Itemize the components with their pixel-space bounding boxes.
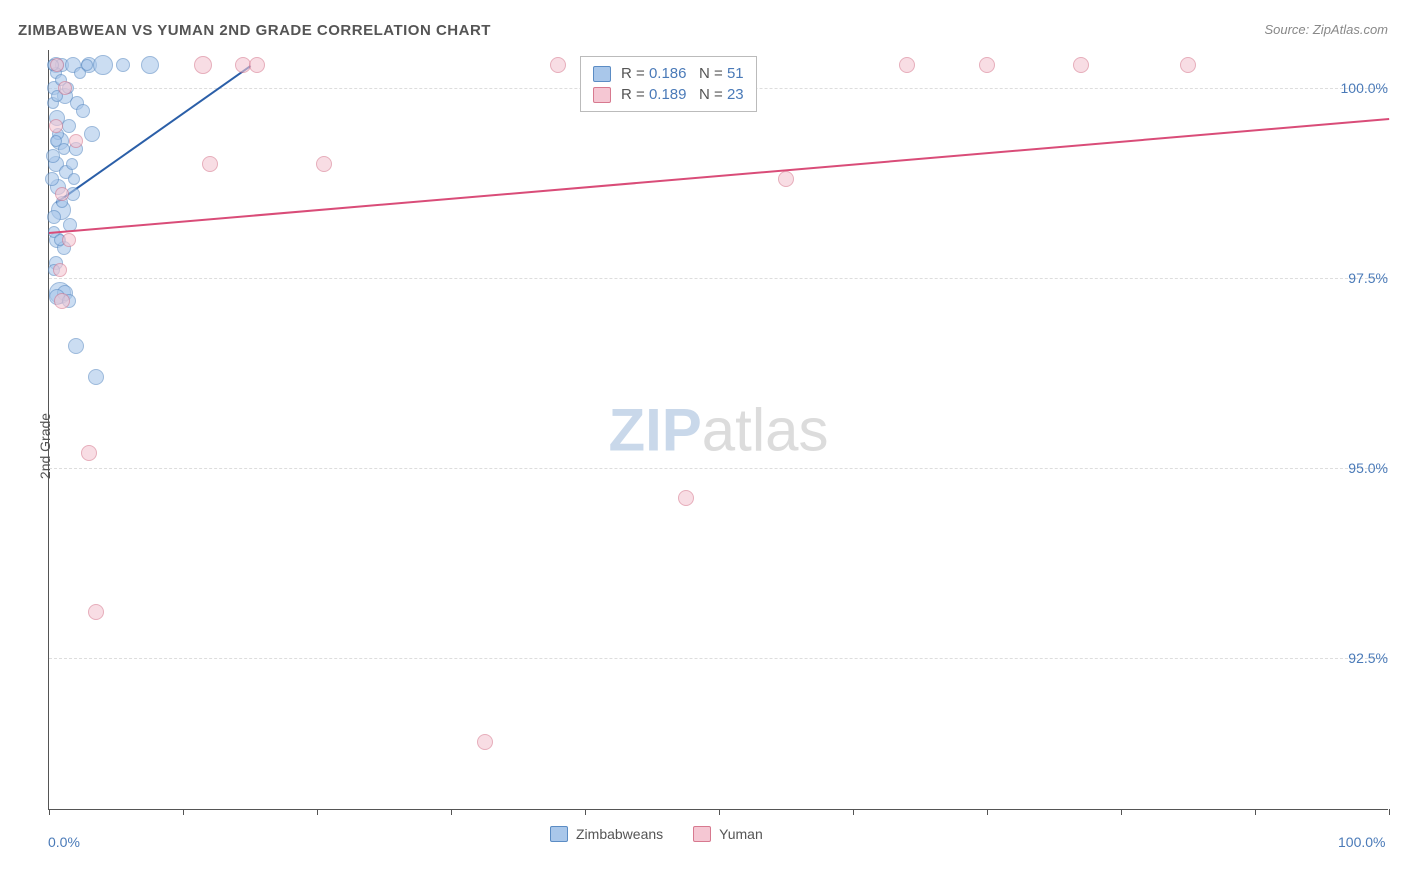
data-point	[66, 158, 78, 170]
data-point	[249, 57, 265, 73]
series-legend: Zimbabweans Yuman	[550, 826, 763, 842]
data-point	[68, 338, 84, 354]
x-tick	[853, 809, 854, 815]
data-point	[45, 172, 59, 186]
gridline	[49, 278, 1388, 279]
data-point	[50, 58, 64, 72]
legend-swatch	[593, 66, 611, 82]
data-point	[81, 59, 93, 71]
data-point	[47, 210, 61, 224]
source-label: Source: ZipAtlas.com	[1264, 22, 1388, 37]
data-point	[550, 57, 566, 73]
data-point	[979, 57, 995, 73]
x-tick	[49, 809, 50, 815]
data-point	[62, 233, 76, 247]
data-point	[899, 57, 915, 73]
data-point	[54, 293, 70, 309]
watermark-atlas: atlas	[702, 396, 829, 463]
watermark-text: ZIPatlas	[608, 395, 828, 464]
legend-swatch	[593, 87, 611, 103]
series-legend-label: Yuman	[719, 826, 763, 842]
data-point	[141, 56, 159, 74]
data-point	[1073, 57, 1089, 73]
data-point	[88, 369, 104, 385]
data-point	[55, 187, 69, 201]
stat-legend: R = 0.186 N = 51 R = 0.189 N = 23	[580, 56, 757, 112]
x-tick	[1121, 809, 1122, 815]
x-tick	[183, 809, 184, 815]
x-axis-max-label: 100.0%	[1338, 834, 1385, 850]
data-point	[477, 734, 493, 750]
trend-line	[49, 118, 1389, 234]
x-axis-min-label: 0.0%	[48, 834, 80, 850]
data-point	[81, 445, 97, 461]
data-point	[49, 119, 63, 133]
x-tick	[317, 809, 318, 815]
data-point	[93, 55, 113, 75]
data-point	[678, 490, 694, 506]
data-point	[62, 119, 76, 133]
data-point	[69, 134, 83, 148]
data-point	[1180, 57, 1196, 73]
x-tick	[1255, 809, 1256, 815]
y-tick-label: 97.5%	[1348, 270, 1388, 286]
series-legend-item: Yuman	[693, 826, 763, 842]
series-legend-label: Zimbabweans	[576, 826, 663, 842]
x-tick	[1389, 809, 1390, 815]
data-point	[116, 58, 130, 72]
data-point	[778, 171, 794, 187]
legend-swatch	[693, 826, 711, 842]
data-point	[53, 263, 67, 277]
watermark-zip: ZIP	[608, 396, 701, 463]
data-point	[202, 156, 218, 172]
x-tick	[585, 809, 586, 815]
x-tick	[987, 809, 988, 815]
gridline	[49, 468, 1388, 469]
gridline	[49, 658, 1388, 659]
data-point	[76, 104, 90, 118]
data-point	[194, 56, 212, 74]
data-point	[88, 604, 104, 620]
data-point	[58, 143, 70, 155]
y-tick-label: 100.0%	[1341, 80, 1388, 96]
chart-container: ZIMBABWEAN VS YUMAN 2ND GRADE CORRELATIO…	[0, 0, 1406, 892]
stat-legend-row: R = 0.186 N = 51	[593, 63, 744, 84]
x-tick	[719, 809, 720, 815]
chart-title: ZIMBABWEAN VS YUMAN 2ND GRADE CORRELATIO…	[18, 22, 491, 39]
stat-legend-text: R = 0.186 N = 51	[621, 65, 744, 82]
stat-legend-text: R = 0.189 N = 23	[621, 86, 744, 103]
y-tick-label: 95.0%	[1348, 460, 1388, 476]
plot-area: ZIPatlas	[48, 50, 1388, 810]
series-legend-item: Zimbabweans	[550, 826, 663, 842]
x-tick	[451, 809, 452, 815]
data-point	[68, 173, 80, 185]
stat-legend-row: R = 0.189 N = 23	[593, 84, 744, 105]
data-point	[84, 126, 100, 142]
legend-swatch	[550, 826, 568, 842]
data-point	[58, 81, 72, 95]
data-point	[316, 156, 332, 172]
y-tick-label: 92.5%	[1348, 650, 1388, 666]
